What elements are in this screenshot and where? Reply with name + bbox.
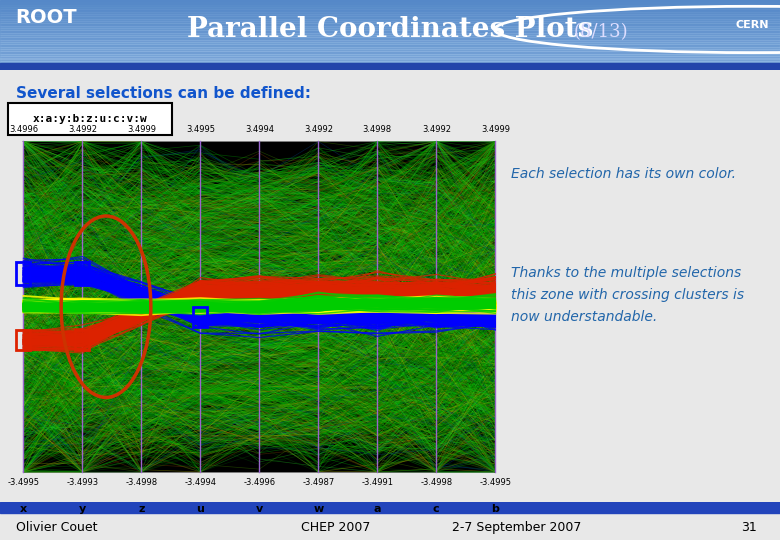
Bar	[0, 30, 780, 33]
Text: 3.4995: 3.4995	[186, 125, 214, 134]
Text: Olivier Couet: Olivier Couet	[16, 521, 97, 534]
Text: 3.4992: 3.4992	[68, 125, 97, 134]
Text: w: w	[314, 504, 324, 515]
Text: Parallel Coordinates Plots: Parallel Coordinates Plots	[187, 16, 593, 43]
Text: -3.4995: -3.4995	[7, 478, 40, 488]
Text: b: b	[491, 504, 499, 515]
Text: x: x	[20, 504, 27, 515]
Bar	[0, 51, 780, 54]
Text: -3.4991: -3.4991	[361, 478, 393, 488]
Text: -3.4987: -3.4987	[302, 478, 335, 488]
Text: -3.4995: -3.4995	[479, 478, 512, 488]
Bar	[0, 44, 780, 47]
Bar	[0, 33, 780, 35]
Text: 3.4999: 3.4999	[127, 125, 156, 134]
Bar	[0, 65, 780, 68]
Text: a: a	[374, 504, 381, 515]
Text: Several selections can be defined:: Several selections can be defined:	[16, 86, 310, 102]
Text: c: c	[433, 504, 440, 515]
Bar	[0, 56, 780, 58]
Text: x:a:y:b:z:u:c:v:w: x:a:y:b:z:u:c:v:w	[32, 113, 147, 124]
Bar	[0, 58, 780, 61]
Text: 3.4992: 3.4992	[304, 125, 333, 134]
Text: 3.4999: 3.4999	[480, 125, 510, 134]
Text: 3.4994: 3.4994	[245, 125, 274, 134]
Text: 3.4992: 3.4992	[422, 125, 451, 134]
Text: -3.4998: -3.4998	[126, 478, 158, 488]
Text: z: z	[138, 504, 144, 515]
Bar	[16, 330, 30, 350]
Text: -3.4994: -3.4994	[184, 478, 216, 488]
Bar	[76, 262, 90, 285]
Text: y: y	[79, 504, 86, 515]
Bar	[0, 68, 780, 70]
Bar	[0, 19, 780, 21]
Text: ROOT: ROOT	[16, 8, 77, 27]
Text: -3.4998: -3.4998	[420, 478, 452, 488]
Bar	[16, 262, 30, 285]
Bar	[0, 54, 780, 56]
Bar	[193, 307, 207, 327]
Bar	[0, 35, 780, 37]
Bar	[0, 502, 780, 513]
Bar	[0, 9, 780, 12]
Bar	[0, 61, 780, 63]
Text: -3.4993: -3.4993	[66, 478, 98, 488]
Text: Each selection has its own color.: Each selection has its own color.	[511, 167, 736, 181]
Text: 31: 31	[741, 521, 757, 534]
Text: 2-7 September 2007: 2-7 September 2007	[452, 521, 582, 534]
Bar	[0, 2, 780, 5]
Text: Thanks to the multiple selections
this zone with crossing clusters is
now unders: Thanks to the multiple selections this z…	[511, 266, 744, 323]
Text: 3.4996: 3.4996	[9, 125, 38, 134]
FancyBboxPatch shape	[8, 103, 172, 135]
Bar	[0, 0, 780, 2]
Bar	[0, 26, 780, 28]
Bar	[0, 49, 780, 51]
Bar	[0, 12, 780, 14]
Bar	[0, 21, 780, 23]
Bar	[0, 5, 780, 7]
Text: (8/13): (8/13)	[573, 23, 628, 41]
Bar	[0, 16, 780, 19]
Bar	[0, 23, 780, 26]
Bar	[0, 63, 780, 65]
Bar	[0, 14, 780, 16]
Bar	[0, 63, 780, 70]
Bar	[0, 37, 780, 40]
Bar	[23, 141, 495, 472]
Bar	[0, 40, 780, 42]
Bar	[0, 42, 780, 44]
Text: -3.4996: -3.4996	[243, 478, 275, 488]
Text: v: v	[256, 504, 263, 515]
Bar	[0, 47, 780, 49]
Text: CHEP 2007: CHEP 2007	[301, 521, 370, 534]
Bar	[0, 28, 780, 30]
Bar	[76, 330, 90, 350]
Text: CERN: CERN	[736, 19, 768, 30]
Text: 3.4998: 3.4998	[363, 125, 392, 134]
Bar	[0, 7, 780, 9]
Text: u: u	[197, 504, 204, 515]
